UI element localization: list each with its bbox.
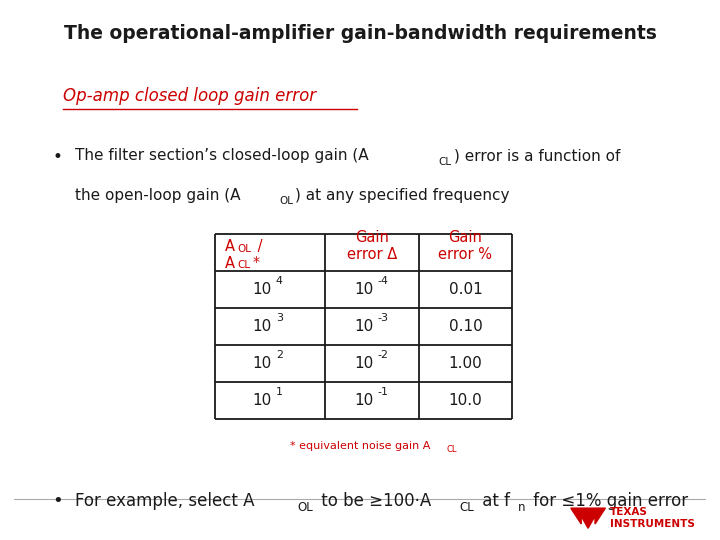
Text: 0.01: 0.01 [449,282,482,297]
Text: 2: 2 [276,350,283,360]
Text: •: • [53,492,63,510]
Text: *: * [253,255,260,269]
Text: OL: OL [237,244,251,254]
Text: 10: 10 [354,319,373,334]
Text: -3: -3 [378,313,389,323]
Text: 0.10: 0.10 [449,319,482,334]
Text: 1: 1 [276,387,283,397]
Text: CL: CL [438,157,451,167]
Text: to be ≥100·A: to be ≥100·A [316,492,432,510]
Text: 10: 10 [252,282,271,297]
Text: 10: 10 [354,393,373,408]
Text: CL: CL [237,260,250,271]
Text: n: n [518,501,526,514]
Text: -4: -4 [378,276,389,286]
Text: Op-amp closed loop gain error: Op-amp closed loop gain error [63,87,316,105]
Text: 4: 4 [276,276,283,286]
Text: OL: OL [279,197,294,206]
Text: •: • [53,148,63,166]
Text: Gain
error Δ: Gain error Δ [347,230,397,262]
Text: A: A [225,256,235,271]
Text: 10: 10 [252,319,271,334]
Text: 10: 10 [354,356,373,371]
Text: CL: CL [459,501,474,514]
Polygon shape [571,508,606,528]
Text: 3: 3 [276,313,283,323]
Text: ) at any specified frequency: ) at any specified frequency [295,188,510,203]
Text: INSTRUMENTS: INSTRUMENTS [611,519,695,529]
Text: /: / [253,239,262,254]
Text: 10: 10 [252,393,271,408]
Text: -2: -2 [378,350,389,360]
Text: OL: OL [297,501,312,514]
Text: Gain
error %: Gain error % [438,230,492,262]
Text: -1: -1 [378,387,389,397]
Text: CL: CL [447,444,457,454]
Text: A: A [225,239,235,254]
Text: * equivalent noise gain A: * equivalent noise gain A [290,442,430,451]
Text: The filter section’s closed-loop gain (A: The filter section’s closed-loop gain (A [75,148,368,163]
Text: the open-loop gain (A: the open-loop gain (A [75,188,240,203]
Text: 10.0: 10.0 [449,393,482,408]
Text: 1.00: 1.00 [449,356,482,371]
Text: 10: 10 [252,356,271,371]
Text: for ≤1% gain error: for ≤1% gain error [528,492,688,510]
Text: TEXAS: TEXAS [611,508,648,517]
Text: at f: at f [477,492,510,510]
Text: ) error is a function of: ) error is a function of [454,148,621,163]
Text: For example, select A: For example, select A [75,492,254,510]
Text: 10: 10 [354,282,373,297]
Text: The operational-amplifier gain-bandwidth requirements: The operational-amplifier gain-bandwidth… [63,24,657,43]
